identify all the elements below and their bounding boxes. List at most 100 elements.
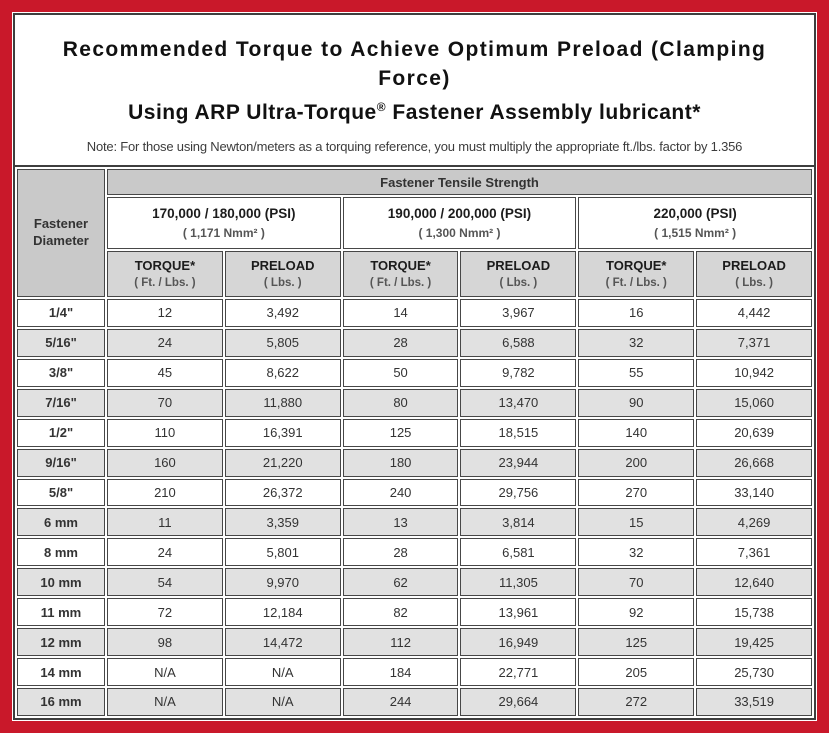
torque-value-cell: 272 [578, 687, 695, 716]
fastener-diameter-cell: 5/16" [17, 328, 105, 357]
preload-value-cell: 33,140 [696, 478, 812, 507]
preload-value-cell: 3,359 [224, 508, 341, 537]
fastener-diameter-cell: 1/2" [17, 418, 105, 447]
torque-column-header: TORQUE* ( Ft. / Lbs. ) [342, 251, 459, 297]
preload-value-cell: 26,668 [696, 448, 812, 477]
torque-value-cell: 12 [107, 299, 223, 327]
preload-value-cell: 16,391 [224, 418, 341, 447]
torque-value-cell: 70 [578, 568, 695, 597]
preload-column-header: PRELOAD ( Lbs. ) [224, 251, 341, 297]
measure-unit: ( Lbs. ) [499, 277, 538, 289]
preload-value-cell: 16,949 [460, 628, 577, 657]
fastener-diameter-cell: 1/4" [17, 299, 105, 327]
torque-value-cell: 13 [342, 508, 459, 537]
measure-label: TORQUE* [606, 258, 667, 273]
preload-value-cell: 21,220 [224, 448, 341, 477]
measure-label: PRELOAD [250, 258, 315, 273]
torque-value-cell: 125 [342, 418, 459, 447]
preload-value-cell: N/A [224, 687, 341, 716]
table-row: 16 mm N/A N/A 244 29,664 272 33,519 [17, 687, 812, 716]
measure-label: TORQUE* [134, 258, 196, 273]
measure-unit: ( Ft. / Lbs. ) [369, 277, 432, 289]
preload-value-cell: 23,944 [460, 448, 577, 477]
torque-value-cell: 72 [107, 598, 223, 627]
torque-value-cell: 180 [342, 448, 459, 477]
preload-value-cell: 4,442 [696, 299, 812, 327]
table-row: 8 mm 24 5,801 28 6,581 32 7,361 [17, 538, 812, 567]
table-row: 7/16" 70 11,880 80 13,470 90 15,060 [17, 388, 812, 417]
title-line2-suffix: Fastener Assembly lubricant* [386, 101, 701, 124]
torque-value-cell: 205 [578, 658, 695, 686]
torque-value-cell: 24 [107, 538, 223, 567]
table-row: 9/16" 160 21,220 180 23,944 200 26,668 [17, 448, 812, 477]
preload-value-cell: 6,588 [460, 328, 577, 357]
preload-value-cell: 14,472 [224, 628, 341, 657]
psi-group-190-200: 190,000 / 200,000 (PSI) ( 1,300 Nmm² ) [342, 197, 577, 249]
fastener-diameter-cell: 16 mm [17, 687, 105, 716]
torque-value-cell: 110 [107, 418, 223, 447]
torque-value-cell: 210 [107, 478, 223, 507]
table-row: 10 mm 54 9,970 62 11,305 70 12,640 [17, 568, 812, 597]
fastener-diameter-cell: 5/8" [17, 478, 105, 507]
measure-unit: ( Ft. / Lbs. ) [134, 277, 196, 289]
preload-value-cell: 29,756 [460, 478, 577, 507]
page-title-line2: Using ARP Ultra-Torque® Fastener Assembl… [25, 93, 804, 127]
table-row: 14 mm N/A N/A 184 22,771 205 25,730 [17, 658, 812, 686]
torque-value-cell: 50 [342, 358, 459, 387]
preload-value-cell: 7,361 [696, 538, 812, 567]
torque-value-cell: 32 [578, 328, 695, 357]
torque-value-cell: 70 [107, 388, 223, 417]
fastener-diameter-cell: 11 mm [17, 598, 105, 627]
preload-value-cell: 22,771 [460, 658, 577, 686]
psi-value: 190,000 / 200,000 (PSI) [387, 206, 532, 221]
preload-value-cell: 10,942 [696, 358, 812, 387]
psi-value: 170,000 / 180,000 (PSI) [152, 206, 296, 221]
preload-value-cell: N/A [224, 658, 341, 686]
fastener-diameter-cell: 10 mm [17, 568, 105, 597]
preload-value-cell: 11,880 [224, 388, 341, 417]
fastener-diameter-cell: 14 mm [17, 658, 105, 686]
preload-value-cell: 3,492 [224, 299, 341, 327]
torque-value-cell: 24 [107, 328, 223, 357]
measure-header-row: TORQUE* ( Ft. / Lbs. ) PRELOAD ( Lbs. ) … [17, 251, 812, 297]
registered-trademark-mark: ® [376, 100, 387, 114]
torque-spec-table: Fastener Diameter Fastener Tensile Stren… [15, 167, 814, 718]
torque-value-cell: 45 [107, 358, 223, 387]
measure-label: PRELOAD [486, 258, 551, 273]
tensile-strength-header-row: Fastener Diameter Fastener Tensile Stren… [17, 169, 812, 297]
fastener-diameter-cell: 12 mm [17, 628, 105, 657]
torque-value-cell: 80 [342, 388, 459, 417]
torque-value-cell: 16 [578, 299, 695, 327]
preload-value-cell: 33,519 [696, 687, 812, 716]
torque-value-cell: 32 [578, 538, 695, 567]
measure-label: PRELOAD [722, 258, 786, 273]
tensile-strength-header: Fastener Tensile Strength [107, 169, 812, 195]
preload-value-cell: 5,801 [224, 538, 341, 567]
nmm2-value: ( 1,515 Nmm² ) [654, 226, 737, 240]
preload-value-cell: 11,305 [460, 568, 577, 597]
torque-value-cell: 125 [578, 628, 695, 657]
nmm2-value: ( 1,171 Nmm² ) [182, 226, 265, 240]
preload-value-cell: 8,622 [224, 358, 341, 387]
preload-value-cell: 3,814 [460, 508, 577, 537]
torque-value-cell: 15 [578, 508, 695, 537]
torque-value-cell: 270 [578, 478, 695, 507]
preload-value-cell: 9,782 [460, 358, 577, 387]
torque-value-cell: N/A [107, 658, 223, 686]
preload-value-cell: 20,639 [696, 418, 812, 447]
fastener-diameter-cell: 3/8" [17, 358, 105, 387]
preload-value-cell: 5,805 [224, 328, 341, 357]
preload-value-cell: 3,967 [460, 299, 577, 327]
torque-value-cell: 160 [107, 448, 223, 477]
torque-value-cell: 240 [342, 478, 459, 507]
table-row: 11 mm 72 12,184 82 13,961 92 15,738 [17, 598, 812, 627]
psi-group-header-row: 170,000 / 180,000 (PSI) ( 1,171 Nmm² ) 1… [17, 197, 812, 249]
table-row: 1/4" 12 3,492 14 3,967 16 4,442 [17, 299, 812, 327]
psi-group-220: 220,000 (PSI) ( 1,515 Nmm² ) [578, 197, 812, 249]
table-row: 3/8" 45 8,622 50 9,782 55 10,942 [17, 358, 812, 387]
table-row: 6 mm 11 3,359 13 3,814 15 4,269 [17, 508, 812, 537]
measure-unit: ( Lbs. ) [263, 277, 302, 289]
torque-value-cell: 112 [342, 628, 459, 657]
measure-unit: ( Lbs. ) [735, 277, 773, 289]
conversion-note: Note: For those using Newton/meters as a… [86, 139, 743, 154]
